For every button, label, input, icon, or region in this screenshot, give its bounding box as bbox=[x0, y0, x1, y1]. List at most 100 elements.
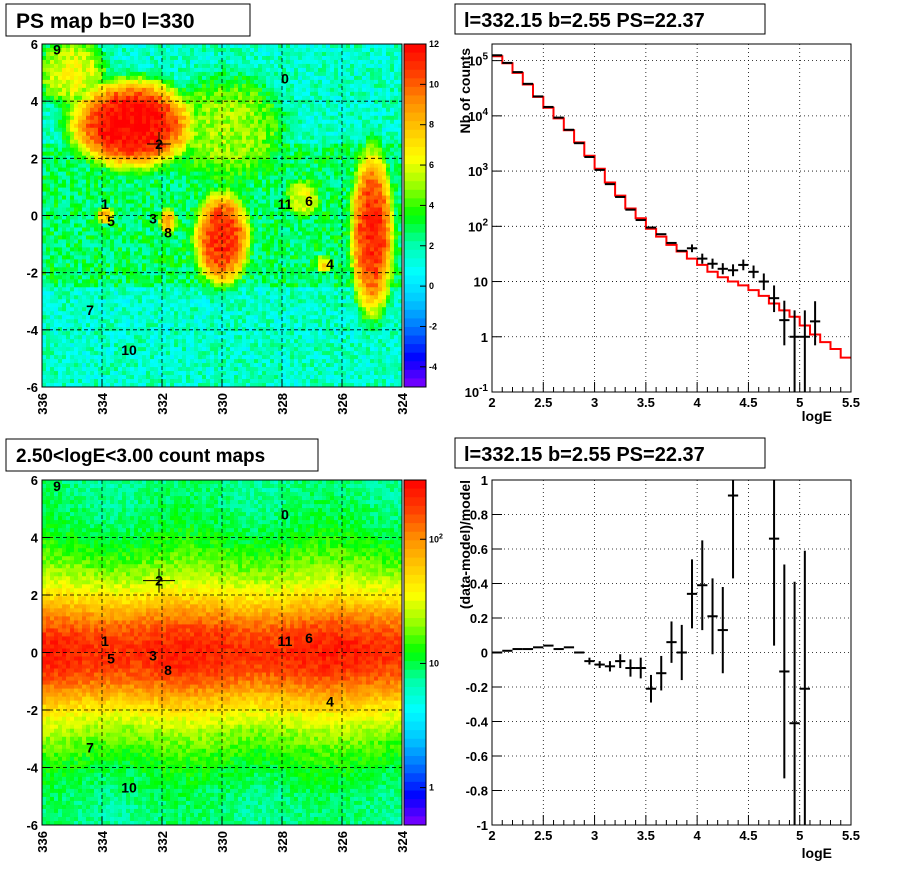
heatmap-cell bbox=[58, 95, 63, 101]
heatmap-cell bbox=[374, 231, 379, 236]
heatmap-cell bbox=[386, 83, 391, 89]
heatmap-cell bbox=[150, 115, 155, 121]
heatmap-cell bbox=[210, 135, 215, 141]
heatmap-cell bbox=[146, 227, 151, 232]
heatmap-cell bbox=[126, 247, 131, 252]
heatmap-cell bbox=[86, 171, 91, 177]
heatmap-cell bbox=[70, 191, 75, 196]
heatmap-cell bbox=[122, 71, 127, 77]
heatmap-cell bbox=[226, 47, 231, 53]
heatmap-cell bbox=[162, 123, 167, 129]
heatmap-cell bbox=[162, 179, 167, 184]
heatmap-cell bbox=[278, 155, 283, 161]
heatmap-cell bbox=[122, 111, 127, 117]
heatmap-cell bbox=[106, 211, 111, 216]
heatmap-cell bbox=[290, 107, 295, 113]
heatmap-cell bbox=[206, 47, 211, 53]
heatmap-cell bbox=[390, 167, 395, 173]
heatmap-cell bbox=[378, 179, 383, 184]
heatmap-cell bbox=[106, 187, 111, 192]
heatmap-cell bbox=[322, 67, 327, 73]
heatmap-cell bbox=[334, 243, 339, 248]
heatmap-cell bbox=[150, 123, 155, 129]
heatmap-cell bbox=[118, 95, 123, 101]
heatmap-cell bbox=[374, 44, 379, 49]
heatmap-cell bbox=[118, 139, 123, 145]
heatmap-cell bbox=[194, 67, 199, 73]
heatmap-cell bbox=[362, 103, 367, 109]
heatmap-cell bbox=[398, 71, 402, 77]
heatmap-cell bbox=[254, 251, 259, 256]
heatmap-cell bbox=[94, 239, 99, 244]
heatmap-cell bbox=[398, 207, 402, 212]
heatmap-cell bbox=[118, 147, 123, 153]
heatmap-cell bbox=[214, 75, 219, 81]
heatmap-cell bbox=[82, 47, 87, 53]
heatmap-cell bbox=[206, 199, 211, 204]
heatmap-cell bbox=[178, 47, 183, 53]
heatmap-cell bbox=[158, 151, 163, 157]
heatmap-cell bbox=[90, 79, 95, 85]
heatmap-cell bbox=[162, 263, 167, 268]
heatmap-cell bbox=[54, 51, 59, 57]
heatmap-cell bbox=[74, 44, 79, 49]
heatmap-cell bbox=[370, 147, 375, 153]
heatmap-cell bbox=[138, 135, 143, 141]
heatmap-cell bbox=[282, 103, 287, 109]
heatmap-cell bbox=[398, 123, 402, 129]
heatmap-cell bbox=[374, 83, 379, 89]
heatmap-cell bbox=[58, 227, 63, 232]
heatmap-cell bbox=[298, 179, 303, 184]
heatmap-cell bbox=[86, 47, 91, 53]
heatmap-cell bbox=[390, 99, 395, 105]
heatmap-cell bbox=[314, 223, 319, 228]
heatmap-cell bbox=[82, 207, 87, 212]
heatmap-cell bbox=[274, 47, 279, 53]
heatmap-cell bbox=[382, 255, 387, 260]
heatmap-cell bbox=[114, 255, 119, 260]
heatmap-cell bbox=[158, 75, 163, 81]
heatmap-cell bbox=[370, 51, 375, 57]
heatmap-cell bbox=[70, 135, 75, 141]
heatmap-cell bbox=[214, 231, 219, 236]
heatmap-cell bbox=[186, 255, 191, 260]
heatmap-cell bbox=[178, 255, 183, 260]
heatmap-cell bbox=[386, 99, 391, 105]
heatmap-cell bbox=[238, 95, 243, 101]
heatmap-cell bbox=[310, 67, 315, 73]
heatmap-cell bbox=[54, 171, 59, 177]
heatmap-cell bbox=[178, 259, 183, 264]
heatmap-cell bbox=[210, 103, 215, 109]
heatmap-cell bbox=[274, 131, 279, 137]
heatmap-cell bbox=[302, 171, 307, 177]
heatmap-cell bbox=[46, 44, 51, 49]
heatmap-cell bbox=[354, 87, 359, 93]
heatmap-cell bbox=[146, 119, 151, 125]
heatmap-cell bbox=[366, 219, 371, 224]
heatmap-cell bbox=[362, 199, 367, 204]
heatmap-cell bbox=[266, 135, 271, 141]
heatmap-cell bbox=[134, 219, 139, 224]
heatmap-cell bbox=[362, 195, 367, 200]
heatmap-cell bbox=[250, 139, 255, 145]
heatmap-cell bbox=[398, 203, 402, 208]
heatmap-cell bbox=[306, 259, 311, 264]
heatmap-cell bbox=[154, 155, 159, 161]
heatmap-cell bbox=[174, 195, 179, 200]
heatmap-cell bbox=[318, 231, 323, 236]
heatmap-cell bbox=[134, 187, 139, 192]
heatmap-cell bbox=[366, 95, 371, 101]
heatmap-cell bbox=[334, 203, 339, 208]
heatmap-cell bbox=[118, 55, 123, 61]
heatmap-cell bbox=[234, 187, 239, 192]
heatmap-cell bbox=[342, 79, 347, 85]
heatmap-cell bbox=[206, 231, 211, 236]
heatmap-cell bbox=[162, 99, 167, 105]
heatmap-cell bbox=[334, 175, 339, 181]
heatmap-cell bbox=[66, 171, 71, 177]
heatmap-cell bbox=[282, 123, 287, 129]
heatmap-cell bbox=[94, 99, 99, 105]
heatmap-cell bbox=[318, 219, 323, 224]
heatmap-cell bbox=[210, 63, 215, 69]
heatmap-cell bbox=[294, 227, 299, 232]
